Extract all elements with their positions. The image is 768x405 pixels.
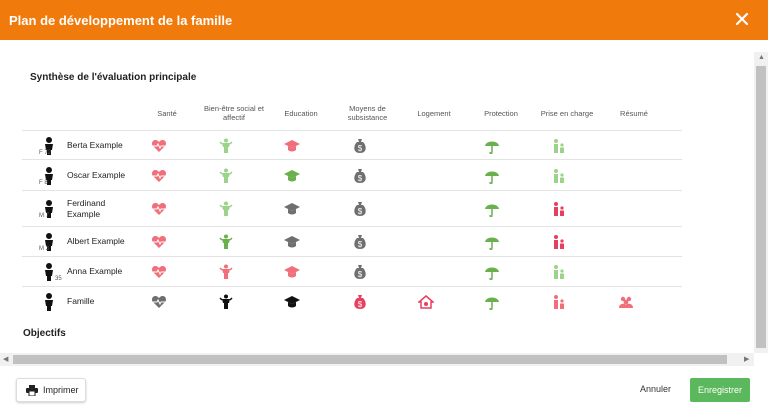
table-row: F 8 Oscar Example $ <box>22 159 682 190</box>
svg-text:$: $ <box>358 207 363 216</box>
heart-pulse-icon[interactable] <box>151 264 167 280</box>
printer-icon <box>26 384 38 396</box>
dialog-title: Plan de développement de la famille <box>9 12 233 28</box>
money-bag-icon[interactable]: $ <box>352 234 368 250</box>
table-row: 35 Anna Example $ <box>22 256 682 286</box>
table-row: M 3 Albert Example $ <box>22 226 682 256</box>
horizontal-scrollbar[interactable]: ◀ ▶ <box>0 353 754 366</box>
heart-pulse-icon[interactable] <box>151 138 167 154</box>
svg-text:M 3: M 3 <box>39 246 50 252</box>
column-header: Protection <box>484 109 518 118</box>
money-bag-icon[interactable]: $ <box>352 201 368 217</box>
member-avatar-icon: M 7 <box>39 200 53 219</box>
member-avatar-icon <box>45 293 53 311</box>
objectives-title: Objectifs <box>23 328 66 339</box>
table-row: Famille $ <box>22 286 682 316</box>
column-header: Bien-être social et affectif <box>203 104 265 122</box>
graduation-cap-icon[interactable] <box>284 234 300 250</box>
heart-pulse-icon[interactable] <box>151 168 167 184</box>
summary-title: Synthèse de l'évaluation principale <box>30 72 197 83</box>
member-name: Famille <box>67 296 95 306</box>
umbrella-icon[interactable] <box>484 294 500 310</box>
graduation-cap-icon[interactable] <box>284 201 300 217</box>
column-header: Moyens de subsistance <box>347 104 388 122</box>
member-name: Ferdinand Example <box>67 198 106 219</box>
graduation-cap-icon[interactable] <box>284 264 300 280</box>
family-icon[interactable] <box>551 294 567 310</box>
scroll-right-icon[interactable]: ▶ <box>744 356 750 363</box>
person-icon[interactable] <box>218 294 234 310</box>
member-name: Anna Example <box>67 266 123 276</box>
column-header: Santé <box>157 109 177 118</box>
person-icon[interactable] <box>218 168 234 184</box>
svg-text:$: $ <box>358 144 363 153</box>
family-icon[interactable] <box>551 201 567 217</box>
group-icon[interactable] <box>618 294 634 310</box>
person-icon[interactable] <box>218 138 234 154</box>
horizontal-scroll-thumb[interactable] <box>13 355 727 364</box>
family-icon[interactable] <box>551 264 567 280</box>
save-button[interactable]: Enregistrer <box>690 378 750 402</box>
umbrella-icon[interactable] <box>484 234 500 250</box>
graduation-cap-icon[interactable] <box>284 138 300 154</box>
dialog-footer: Imprimer Annuler Enregistrer <box>0 366 768 405</box>
print-label: Imprimer <box>43 385 79 395</box>
family-icon[interactable] <box>551 168 567 184</box>
graduation-cap-icon[interactable] <box>284 168 300 184</box>
member-avatar-icon: F 8 <box>39 166 53 186</box>
person-icon[interactable] <box>218 264 234 280</box>
member-name: Oscar Example <box>67 169 126 180</box>
dialog-header: Plan de développement de la famille <box>0 0 768 40</box>
heart-pulse-icon[interactable] <box>151 201 167 217</box>
house-icon[interactable] <box>418 294 434 310</box>
money-bag-icon[interactable]: $ <box>352 168 368 184</box>
money-bag-icon[interactable]: $ <box>352 294 368 310</box>
graduation-cap-icon[interactable] <box>284 294 300 310</box>
umbrella-icon[interactable] <box>484 264 500 280</box>
umbrella-icon[interactable] <box>484 201 500 217</box>
column-header: Education <box>284 109 318 118</box>
umbrella-icon[interactable] <box>484 168 500 184</box>
member-avatar-icon: 35 <box>45 263 62 282</box>
close-icon[interactable] <box>734 11 750 27</box>
scroll-up-icon[interactable]: ▲ <box>758 54 765 61</box>
heart-pulse-icon[interactable] <box>151 234 167 250</box>
member-name: Berta Example <box>67 139 123 150</box>
print-button[interactable]: Imprimer <box>16 378 86 402</box>
money-bag-icon[interactable]: $ <box>352 264 368 280</box>
svg-text:F 8: F 8 <box>39 180 48 186</box>
money-bag-icon[interactable]: $ <box>352 138 368 154</box>
cancel-button[interactable]: Annuler <box>640 384 672 394</box>
person-icon[interactable] <box>218 201 234 217</box>
svg-text:F 72: F 72 <box>39 150 52 156</box>
vertical-scroll-thumb[interactable] <box>756 66 766 348</box>
scroll-left-icon[interactable]: ◀ <box>3 356 9 363</box>
family-icon[interactable] <box>551 138 567 154</box>
heart-pulse-icon[interactable] <box>151 294 167 310</box>
column-header: Logement <box>417 109 451 118</box>
table-row: F 72 Berta Example $ <box>22 130 682 159</box>
vertical-scrollbar[interactable]: ▲ <box>754 52 768 353</box>
column-header: Résumé <box>620 109 648 118</box>
svg-text:$: $ <box>358 240 363 249</box>
column-header: Prise en charge <box>540 109 594 118</box>
svg-text:M 7: M 7 <box>39 213 50 219</box>
umbrella-icon[interactable] <box>484 138 500 154</box>
member-avatar-icon: M 3 <box>39 233 53 252</box>
member-avatar-icon: F 72 <box>39 136 53 156</box>
member-name: Albert Example <box>67 236 125 246</box>
dialog-content: Synthèse de l'évaluation principale Sant… <box>0 52 754 353</box>
svg-text:$: $ <box>358 174 363 183</box>
family-icon[interactable] <box>551 234 567 250</box>
svg-text:35: 35 <box>55 276 62 282</box>
svg-text:$: $ <box>358 270 363 279</box>
svg-text:$: $ <box>358 300 363 309</box>
person-icon[interactable] <box>218 234 234 250</box>
table-row: M 7 Ferdinand Example $ <box>22 190 682 226</box>
